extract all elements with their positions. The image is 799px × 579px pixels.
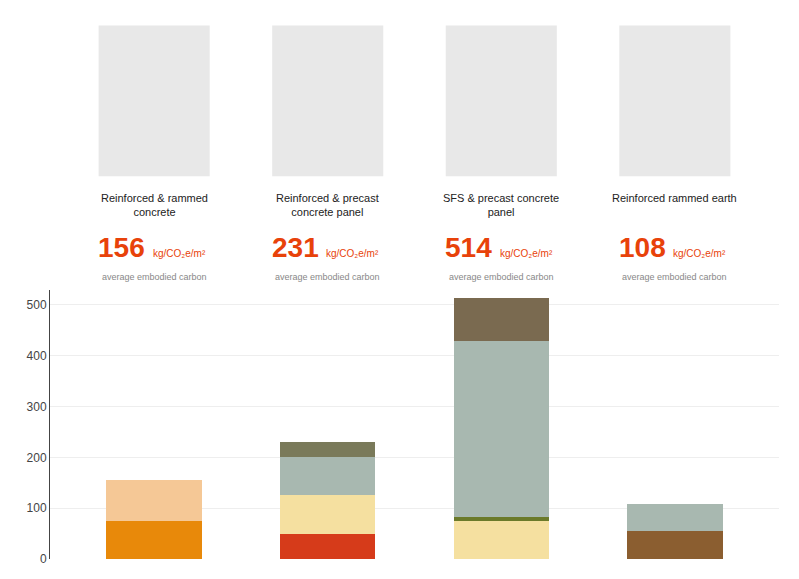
svg-text:Reinforced rammed earth: Reinforced rammed earth bbox=[612, 192, 737, 204]
svg-text:514: 514 bbox=[445, 232, 492, 263]
svg-text:300: 300 bbox=[27, 400, 47, 414]
svg-text:108: 108 bbox=[619, 232, 666, 263]
svg-text:kg/CO₂e/m²: kg/CO₂e/m² bbox=[673, 248, 726, 259]
svg-text:average embodied carbon: average embodied carbon bbox=[102, 272, 207, 282]
svg-text:200: 200 bbox=[27, 451, 47, 465]
svg-text:average embodied carbon: average embodied carbon bbox=[622, 272, 727, 282]
svg-text:kg/CO₂e/m²: kg/CO₂e/m² bbox=[153, 248, 206, 259]
svg-text:average embodied carbon: average embodied carbon bbox=[449, 272, 554, 282]
svg-text:0: 0 bbox=[40, 552, 47, 566]
svg-text:Reinforced & rammedconcrete: Reinforced & rammedconcrete bbox=[101, 192, 208, 218]
svg-text:400: 400 bbox=[27, 349, 47, 363]
svg-text:231: 231 bbox=[272, 232, 319, 263]
svg-text:100: 100 bbox=[27, 501, 47, 515]
svg-text:156: 156 bbox=[98, 232, 145, 263]
svg-text:kg/CO₂e/m²: kg/CO₂e/m² bbox=[326, 248, 379, 259]
svg-text:SFS & precast concretepanel: SFS & precast concretepanel bbox=[443, 192, 559, 218]
svg-text:Reinforced & precastconcrete p: Reinforced & precastconcrete panel bbox=[276, 192, 379, 218]
svg-text:500: 500 bbox=[27, 298, 47, 312]
svg-text:kg/CO₂e/m²: kg/CO₂e/m² bbox=[500, 248, 553, 259]
svg-text:average embodied carbon: average embodied carbon bbox=[275, 272, 380, 282]
